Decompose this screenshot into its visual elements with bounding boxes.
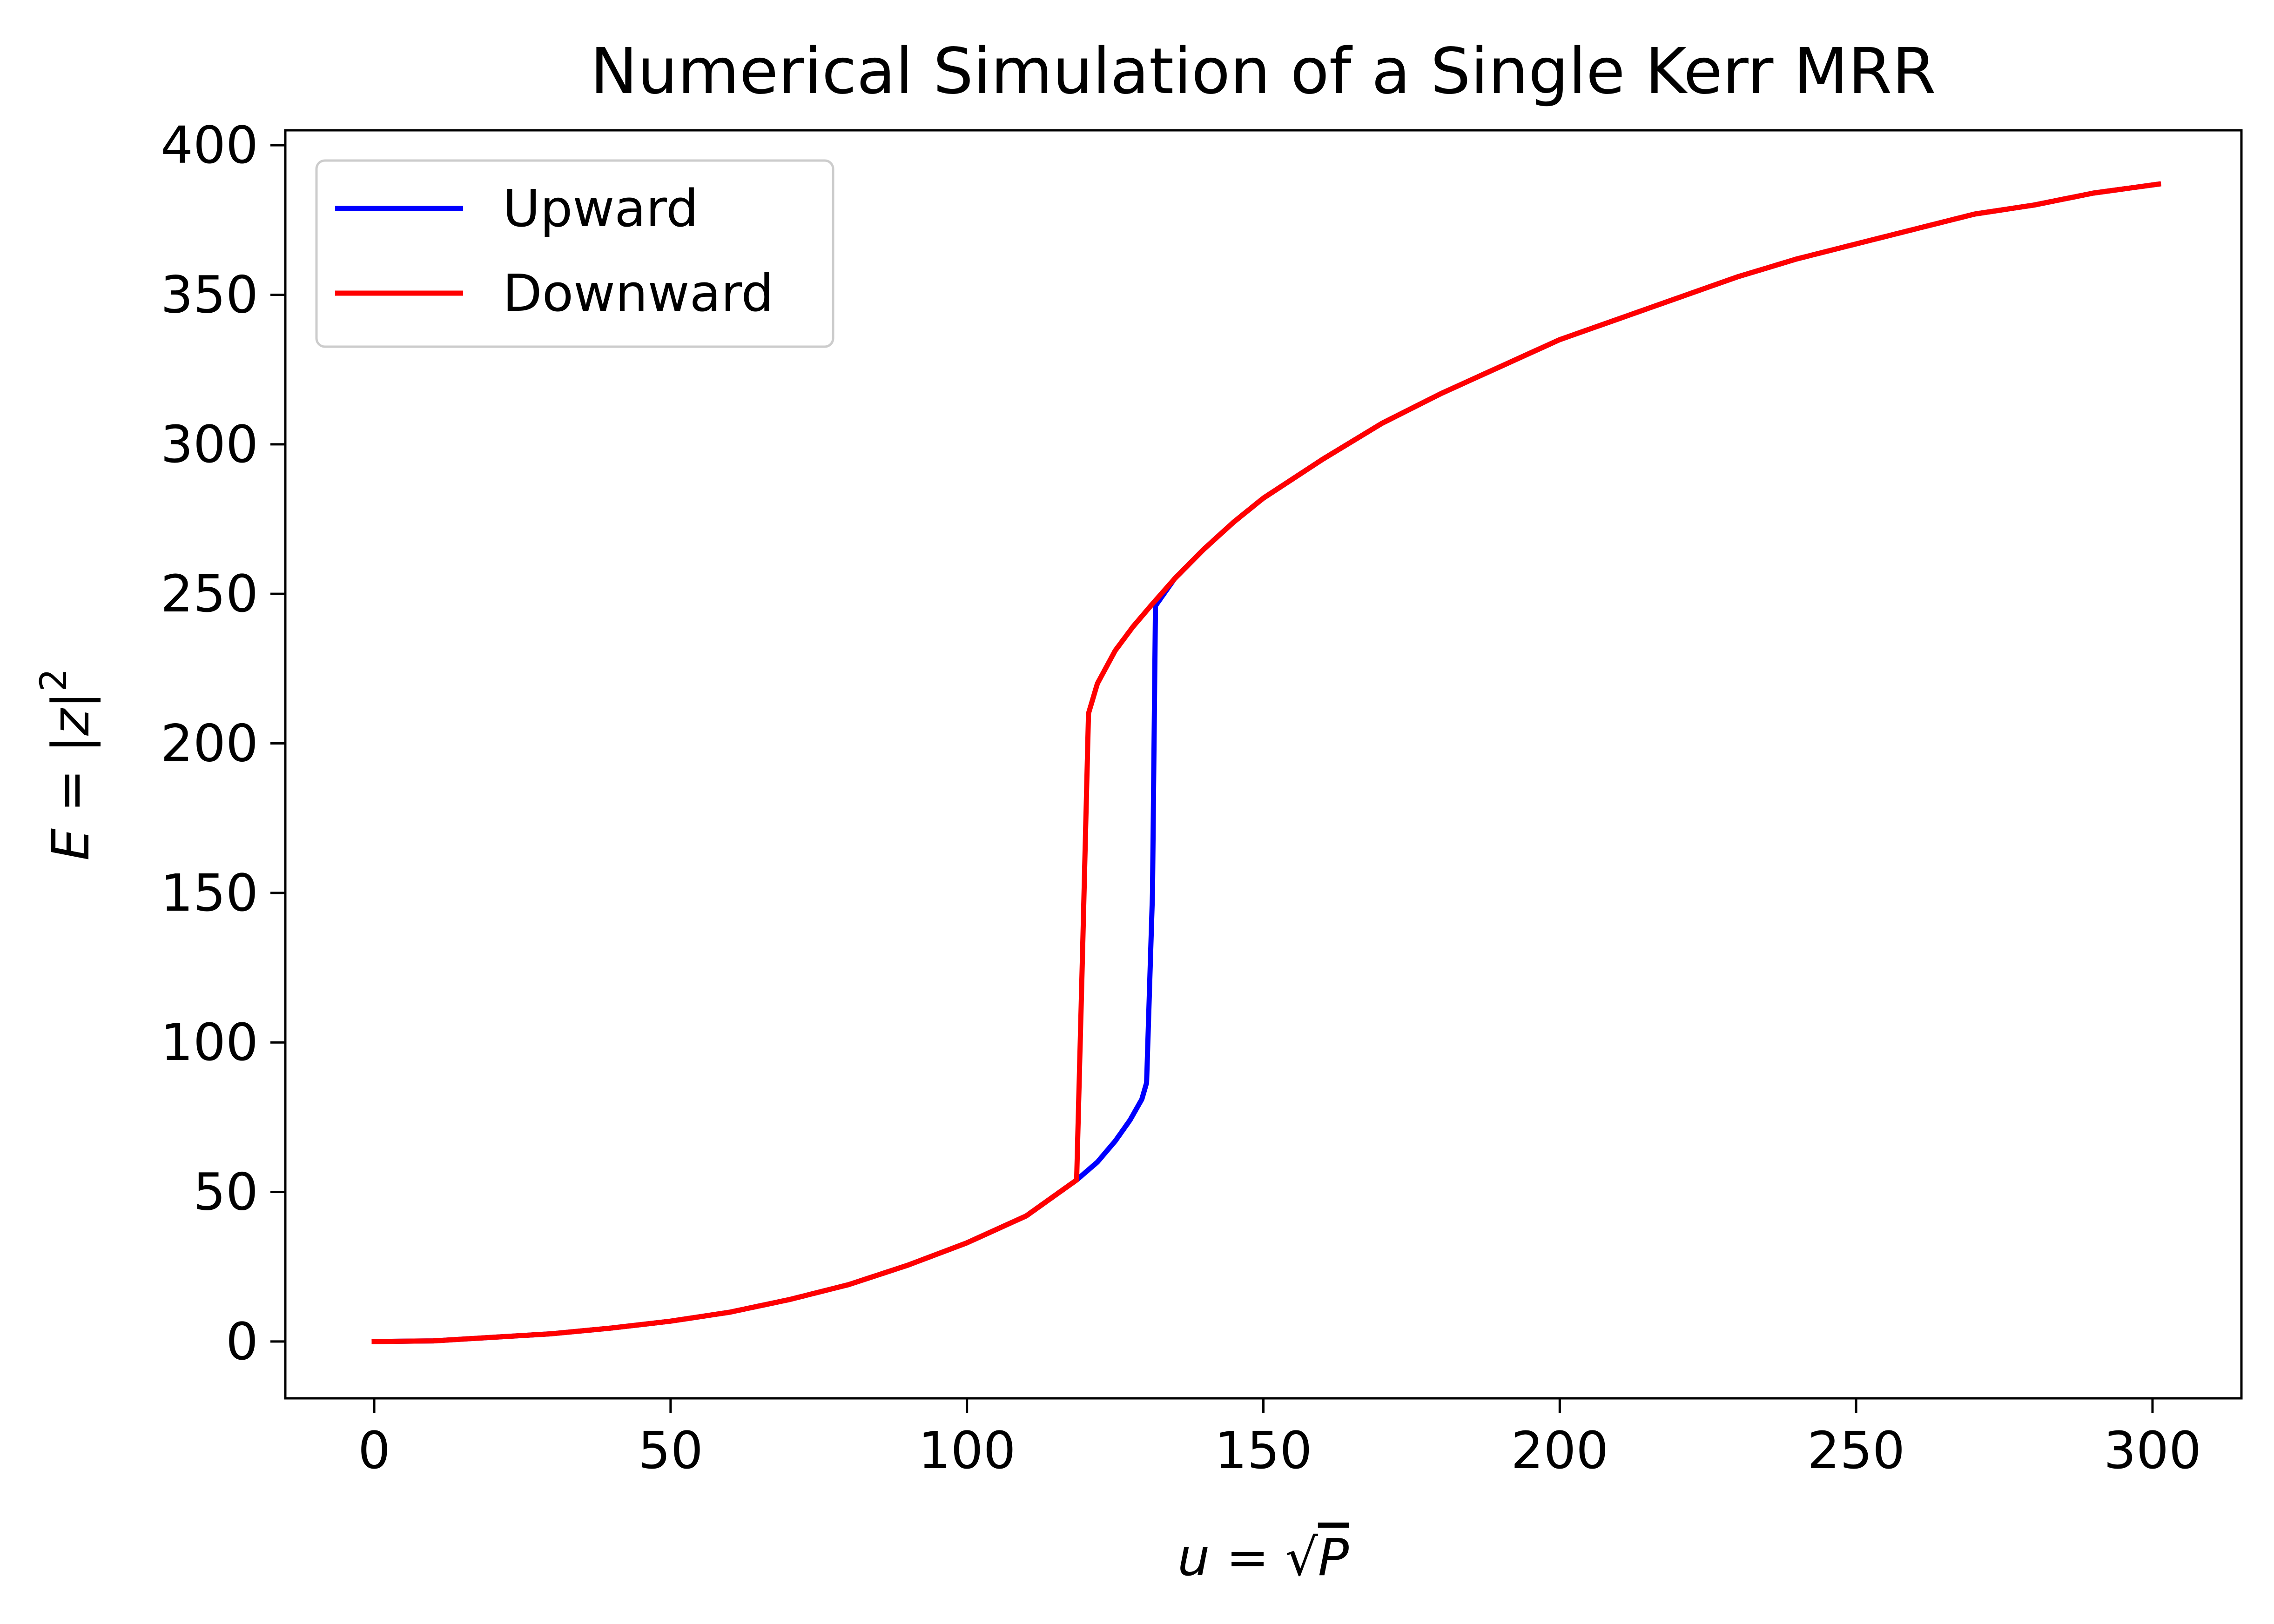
x-axis-ticks: 0 50 100 150 200 250 300 (358, 1398, 2201, 1480)
y-tick-label: 300 (161, 415, 258, 474)
y-axis-label-equals: = (41, 753, 101, 828)
x-axis-label-equals: = (1210, 1528, 1285, 1587)
chart-title: Numerical Simulation of a Single Kerr MR… (590, 35, 1936, 108)
x-tick-label: 200 (1511, 1421, 1608, 1480)
x-axis-label-lhs: u (1177, 1528, 1210, 1587)
y-tick-label: 400 (161, 115, 258, 175)
y-tick-label: 50 (193, 1162, 258, 1222)
x-axis-label-var: P (1318, 1528, 1349, 1587)
y-axis-label-var: z (41, 708, 101, 736)
legend: Upward Downward (315, 159, 834, 348)
y-axis-label-exponent: 2 (33, 668, 75, 691)
y-tick-label: 200 (161, 714, 258, 773)
x-tick-label: 150 (1215, 1421, 1312, 1480)
series-line-downward (371, 181, 2161, 1344)
y-axis-label: E = |z|2 (33, 668, 101, 860)
x-tick-label: 100 (918, 1421, 1016, 1480)
y-axis-ticks: 0 50 100 150 200 250 300 350 400 (161, 115, 285, 1371)
y-axis-label-bar-open: | (41, 736, 101, 753)
legend-label-upward: Upward (503, 179, 699, 238)
x-tick-label: 250 (1807, 1421, 1905, 1480)
x-tick-label: 0 (358, 1421, 390, 1480)
y-tick-label: 150 (161, 863, 258, 923)
y-tick-label: 350 (161, 265, 258, 324)
y-axis-label-bar-close: | (41, 691, 101, 709)
x-tick-label: 300 (2104, 1421, 2201, 1480)
y-tick-label: 250 (161, 564, 258, 624)
x-tick-label: 50 (638, 1421, 703, 1480)
y-tick-label: 0 (226, 1312, 258, 1371)
legend-label-downward: Downward (503, 263, 774, 323)
x-axis-label: u = √P (1177, 1528, 1349, 1587)
plot-series (371, 181, 2161, 1344)
y-axis-label-lhs: E (41, 828, 101, 861)
y-tick-label: 100 (161, 1013, 258, 1072)
x-axis-label-sqrt: √ (1285, 1528, 1319, 1587)
